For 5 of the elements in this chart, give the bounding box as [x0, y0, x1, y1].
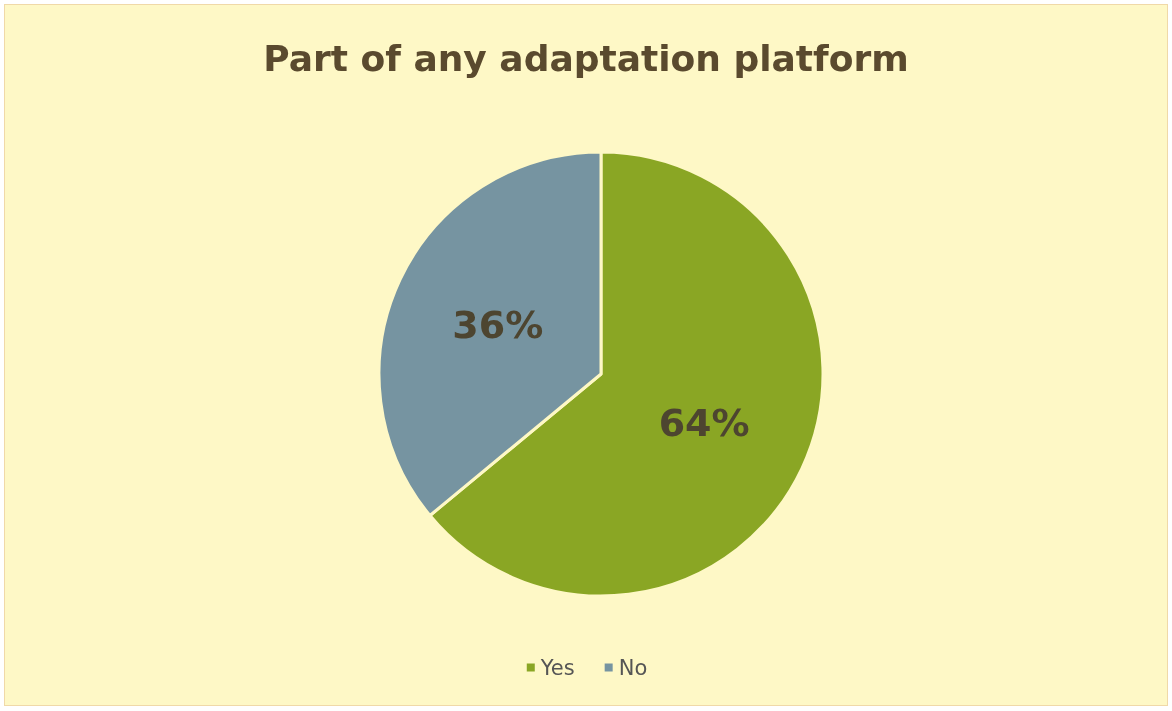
legend-label: Yes [539, 655, 575, 680]
data-label: 64% [658, 400, 750, 445]
data-label: 36% [452, 303, 544, 348]
chart-title: Part of any adaptation platform [263, 37, 909, 79]
legend-label: No [618, 655, 648, 680]
